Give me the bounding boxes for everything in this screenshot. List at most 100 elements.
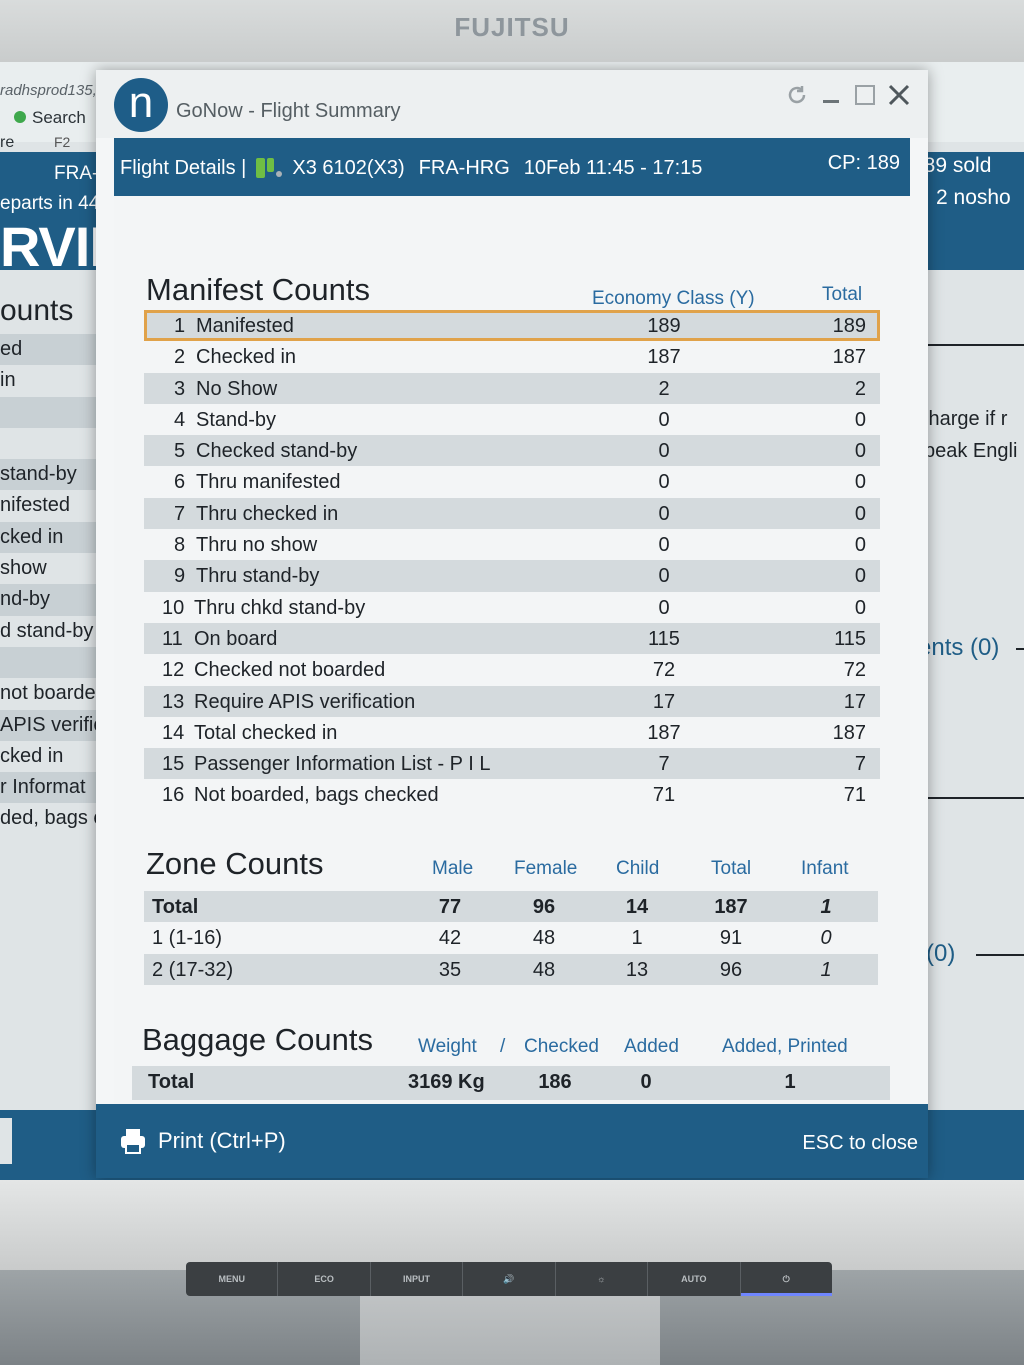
manifest-row-number: 9 <box>174 565 186 588</box>
manifest-row-economy: 0 <box>658 471 670 494</box>
bg-divider <box>1016 648 1024 650</box>
manifest-row-total: 0 <box>854 502 866 525</box>
monitor-button[interactable]: ☼ <box>556 1262 649 1296</box>
manifest-row: 2 Checked in 187 187 <box>144 341 880 372</box>
bg-divider <box>918 344 1024 346</box>
bg-footer-chip <box>0 1118 12 1164</box>
manifest-row-total: 17 <box>843 690 866 713</box>
manifest-row-total: 0 <box>854 596 866 619</box>
dialog-footer: Print (Ctrl+P) ESC to close <box>96 1104 928 1178</box>
summary-content: Manifest Counts Economy Class (Y) Total … <box>114 196 910 1127</box>
esc-hint: ESC to close <box>802 1132 918 1154</box>
manifest-col-class: Economy Class (Y) <box>592 288 755 309</box>
minimize-icon[interactable] <box>818 82 844 108</box>
cp-count: CP: 189 <box>827 152 900 174</box>
manifest-row-label: No Show <box>196 377 278 400</box>
window-title: GoNow - Flight Summary <box>176 100 401 122</box>
monitor-button[interactable]: ECO <box>278 1262 371 1296</box>
refresh-icon[interactable] <box>784 82 810 108</box>
zone-col-child: Child <box>616 858 660 879</box>
zone-row-male: 42 <box>438 927 462 950</box>
zone-row-male: 77 <box>438 896 462 918</box>
manifest-row-number: 7 <box>174 502 186 525</box>
print-button[interactable]: Print (Ctrl+P) <box>118 1126 286 1156</box>
flight-details-label: Flight Details | <box>120 156 247 179</box>
zone-row-label: 1 (1-16) <box>152 927 223 950</box>
manifest-row: 7 Thru checked in 0 0 <box>144 497 880 530</box>
bg-list-item: stand-by <box>0 459 106 491</box>
passenger-icon <box>256 158 283 178</box>
manifest-row-economy: 2 <box>658 377 670 400</box>
monitor-button[interactable]: INPUT <box>371 1262 464 1296</box>
bg-ents-link[interactable]: ents (0) <box>918 634 1000 661</box>
maximize-icon[interactable] <box>852 82 878 108</box>
manifest-row-label: Checked in <box>196 346 297 369</box>
manifest-row: 16 Not boarded, bags checked 71 71 <box>144 779 880 810</box>
zone-row-female: 96 <box>532 896 556 918</box>
manifest-row-number: 1 <box>174 315 186 337</box>
bg-search[interactable]: Search <box>14 108 86 128</box>
printer-icon <box>121 1129 145 1154</box>
zone-col-total: Total <box>711 858 752 879</box>
zone-title: Zone Counts <box>146 846 324 881</box>
manifest-row-economy: 7 <box>658 753 670 776</box>
zone-row-female: 48 <box>532 958 556 981</box>
manifest-row-economy: 72 <box>652 659 676 682</box>
manifest-row-label: Total checked in <box>194 721 338 744</box>
manifest-row: 5 Checked stand-by 0 0 <box>144 435 880 467</box>
manifest-row-economy: 187 <box>647 721 681 744</box>
manifest-row-economy: 0 <box>658 408 670 431</box>
manifest-row-number: 10 <box>162 596 185 619</box>
manifest-row-number: 3 <box>174 377 186 400</box>
manifest-row: 1 Manifested 189 189 <box>144 310 880 342</box>
flight-details-info: Flight Details | X3 6102(X3) FRA-HRG 10F… <box>120 156 702 180</box>
zone-col-infant: Infant <box>801 858 849 879</box>
manifest-row-total: 72 <box>843 659 866 682</box>
baggage-col-printed: Added, Printed <box>722 1036 848 1057</box>
manifest-row-label: Thru stand-by <box>196 565 320 588</box>
manifest-row: 3 No Show 2 2 <box>144 372 880 404</box>
bg-search-label: Search <box>32 108 86 127</box>
zone-col-female: Female <box>514 858 578 879</box>
bg-zero-link[interactable]: (0) <box>926 940 956 967</box>
manifest-row-economy: 71 <box>652 784 676 807</box>
monitor-button[interactable]: 🔊 <box>463 1262 556 1296</box>
bg-f2-label: F2 <box>54 134 71 150</box>
manifest-row-total: 71 <box>843 784 866 807</box>
manifest-row-number: 15 <box>162 753 185 776</box>
flight-number: X3 6102(X3) <box>292 156 405 179</box>
baggage-row-printed: 1 <box>784 1071 796 1093</box>
zone-row-label: Total <box>152 896 199 918</box>
manifest-row-number: 16 <box>162 784 185 807</box>
zone-col-male: Male <box>432 858 474 879</box>
manifest-row: 6 Thru manifested 0 0 <box>144 466 880 497</box>
window-titlebar: n GoNow - Flight Summary <box>96 70 928 138</box>
flight-details-bar: Flight Details | X3 6102(X3) FRA-HRG 10F… <box>114 138 910 196</box>
manifest-row-number: 6 <box>174 471 186 494</box>
monitor-bezel-bottom <box>0 1180 1024 1270</box>
manifest-row: 10 Thru chkd stand-by 0 0 <box>144 592 880 623</box>
manifest-row: 14 Total checked in 187 187 <box>144 717 880 748</box>
manifest-row-total: 187 <box>832 346 866 369</box>
monitor-button[interactable]: MENU <box>186 1262 279 1296</box>
zone-row-child: 1 <box>631 927 643 950</box>
manifest-row-total: 0 <box>854 534 866 557</box>
manifest-row: 8 Thru no show 0 0 <box>144 529 880 560</box>
zone-row-infant: 1 <box>820 896 832 918</box>
monitor-button[interactable]: AUTO <box>648 1262 741 1296</box>
zone-table: Total 77 96 14 187 1 1 (1-16) 42 48 1 91 0 2 (17-32)… <box>144 891 878 985</box>
bg-list-item: cked in <box>0 521 106 554</box>
bg-list-item: cked in <box>0 744 64 767</box>
bg-list-item: in <box>0 369 16 392</box>
manifest-title: Manifest Counts <box>146 272 370 307</box>
zone-row-total: 187 <box>714 896 748 918</box>
manifest-row: 12 Checked not boarded 72 72 <box>144 654 880 685</box>
manifest-row-total: 115 <box>834 627 866 650</box>
zone-row-female: 48 <box>532 927 556 950</box>
close-icon[interactable] <box>886 82 912 108</box>
manifest-row: 9 Thru stand-by 0 0 <box>144 560 880 592</box>
monitor-button[interactable]: ⏻ <box>741 1262 832 1296</box>
zone-row-infant: 1 <box>820 958 832 981</box>
zone-row-male: 35 <box>438 958 462 981</box>
bg-counts-heading: ounts <box>0 294 74 327</box>
